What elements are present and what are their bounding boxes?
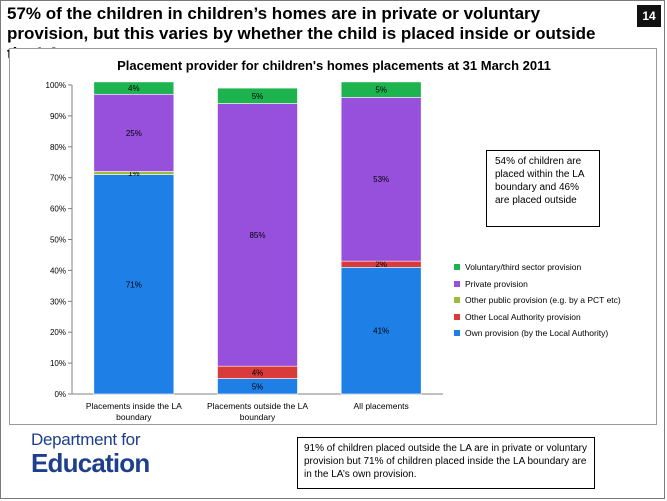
y-tick-label: 100%: [46, 81, 66, 90]
x-tick-label: boundary: [240, 412, 276, 422]
chart-title: Placement provider for children's homes …: [117, 58, 551, 73]
legend-item: Private provision: [454, 276, 654, 293]
bar-segment: [93, 81, 175, 95]
x-tick-label: boundary: [116, 412, 152, 422]
bar-segment: [340, 97, 422, 262]
bar-segment: [217, 87, 298, 104]
x-tick-label: Placements outside the LA: [207, 401, 308, 411]
legend-label: Own provision (by the Local Authority): [465, 328, 609, 339]
page-number: 14: [637, 5, 661, 27]
bar-segment: [340, 81, 422, 98]
y-tick-label: 50%: [50, 236, 66, 245]
legend-swatch: [454, 313, 460, 320]
data-label: 5%: [252, 382, 264, 391]
stacked-bar-chart: 0% 10% 20% 30% 40% 50% 60% 70% 80% 90% 100% 71% 1% 25…: [46, 81, 443, 422]
y-tick-label: 60%: [50, 205, 66, 214]
y-tick-label: 80%: [50, 143, 66, 152]
y-tick-label: 70%: [50, 174, 66, 183]
data-label: 4%: [252, 368, 264, 377]
bar-segment: [93, 93, 175, 172]
data-label: 71%: [126, 280, 142, 289]
y-tick-label: 10%: [50, 359, 66, 368]
data-label: 25%: [126, 129, 142, 138]
data-label: 4%: [128, 84, 140, 93]
legend-swatch: [454, 297, 460, 304]
bar-segment: [93, 174, 175, 395]
chart-frame: Placement provider for children's homes …: [9, 48, 657, 425]
legend-swatch: [454, 280, 460, 287]
legend-item: Other Local Authority provision: [454, 309, 654, 326]
legend-swatch: [454, 330, 460, 337]
y-tick-label: 20%: [50, 328, 66, 337]
y-tick-label: 40%: [50, 266, 66, 275]
chart-legend: Voluntary/third sector provision Private …: [454, 259, 654, 342]
logo-line-2: Education: [31, 448, 150, 478]
logo-line-1: Department for: [31, 430, 141, 449]
annotation-summary: 91% of children placed outside the LA ar…: [297, 437, 595, 489]
legend-label: Other Local Authority provision: [465, 311, 581, 322]
legend-label: Other public provision (e.g. by a PCT et…: [465, 295, 621, 306]
y-tick-label: 0%: [54, 390, 66, 399]
x-tick-label: Placements inside the LA: [86, 401, 182, 411]
data-label: 1%: [128, 169, 140, 178]
data-label: 41%: [373, 327, 389, 336]
legend-label: Voluntary/third sector provision: [465, 262, 582, 273]
legend-label: Private provision: [465, 278, 528, 289]
annotation-placement-share: 54% of children are placed within the LA…: [486, 150, 600, 227]
bar-segment: [217, 103, 298, 367]
legend-item: Own provision (by the Local Authority): [454, 325, 654, 342]
legend-item: Other public provision (e.g. by a PCT et…: [454, 292, 654, 309]
data-label: 5%: [375, 86, 387, 95]
y-tick-label: 90%: [50, 112, 66, 121]
y-tick-label: 30%: [50, 297, 66, 306]
data-label: 53%: [373, 175, 389, 184]
x-tick-label: All placements: [354, 401, 409, 411]
data-label: 5%: [252, 92, 264, 101]
data-label: 2%: [375, 260, 387, 269]
legend-swatch: [454, 264, 460, 271]
data-label: 85%: [249, 231, 265, 240]
department-for-education-logo: Department for Education: [31, 430, 150, 478]
legend-item: Voluntary/third sector provision: [454, 259, 654, 276]
